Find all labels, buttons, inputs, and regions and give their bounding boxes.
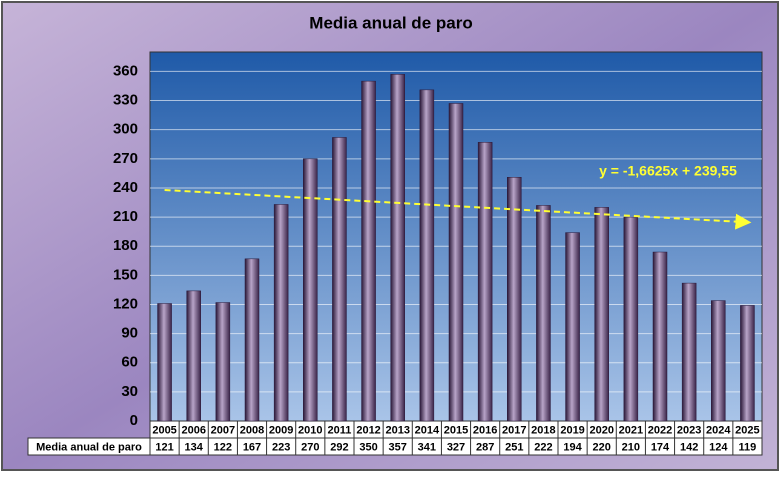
bar: [565, 232, 580, 422]
data-table-legend-cell: [27, 437, 151, 456]
x-tick-label: 2006: [181, 424, 205, 436]
x-tick-label: 2020: [589, 424, 613, 436]
x-tick-label: 2015: [444, 424, 468, 436]
y-tick-label: 270: [113, 150, 138, 167]
bar: [477, 142, 493, 422]
x-tick-label: 2018: [531, 424, 555, 436]
x-tick-label: 2009: [269, 424, 293, 436]
bar: [652, 251, 668, 422]
table-value: 292: [330, 441, 348, 453]
x-tick-label: 2017: [502, 424, 526, 436]
bar: [157, 303, 172, 422]
bar: [332, 137, 347, 422]
table-value: 174: [651, 441, 670, 453]
y-tick-label: 60: [121, 354, 138, 371]
bar: [273, 204, 289, 422]
table-value: 341: [418, 441, 436, 453]
table-value: 122: [214, 441, 232, 453]
legend-label: Media anual de paro: [36, 441, 142, 453]
x-tick-label: 2013: [385, 424, 409, 436]
x-tick-label: 2021: [619, 424, 643, 436]
table-value: 121: [155, 441, 173, 453]
table-value: 357: [389, 441, 407, 453]
trendline-label: y = -1,6625x + 239,55: [599, 163, 737, 179]
trendline: [164, 189, 752, 230]
bar: [536, 205, 551, 422]
x-tick-label: 2019: [560, 424, 584, 436]
table-value: 223: [272, 441, 290, 453]
bar: [215, 302, 231, 422]
y-tick-label: 210: [113, 208, 138, 225]
table-value: 124: [709, 441, 728, 453]
bar: [390, 74, 405, 422]
x-tick-label: 2010: [298, 424, 322, 436]
table-value: 327: [447, 441, 465, 453]
x-tick-label: 2011: [327, 424, 351, 436]
x-tick-label: 2024: [706, 424, 731, 436]
bar: [244, 258, 260, 422]
y-tick-label: 90: [121, 325, 138, 342]
y-tick-label: 0: [130, 412, 138, 429]
table-value: 270: [301, 441, 319, 453]
table-value: 220: [593, 441, 611, 453]
y-tick-label: 120: [113, 295, 138, 312]
y-tick-label: 330: [113, 92, 138, 109]
table-value: 287: [476, 441, 494, 453]
bar: [448, 103, 464, 422]
bar: [507, 177, 522, 422]
bar: [681, 282, 697, 422]
y-tick-label: 360: [113, 62, 138, 79]
x-tick-label: 2012: [356, 424, 380, 436]
table-value: 251: [505, 441, 523, 453]
table-value: 194: [563, 441, 582, 453]
bar: [711, 300, 726, 422]
y-tick-label: 150: [113, 266, 138, 283]
bar: [623, 216, 639, 422]
bar: [186, 290, 201, 422]
x-tick-label: 2023: [677, 424, 701, 436]
chart-title: Media anual de paro: [309, 13, 472, 32]
y-tick-label: 180: [113, 237, 138, 254]
y-tick-label: 300: [113, 121, 138, 138]
bar: [594, 207, 609, 422]
bar: [361, 80, 376, 422]
table-value: 134: [185, 441, 204, 453]
x-tick-label: 2022: [648, 424, 672, 436]
table-value: 350: [359, 441, 377, 453]
x-tick-label: 2016: [473, 424, 497, 436]
table-value: 222: [534, 441, 552, 453]
table-value: 119: [739, 441, 757, 453]
bar: [740, 305, 755, 422]
x-tick-label: 2014: [415, 424, 440, 436]
table-value: 142: [680, 441, 698, 453]
bar: [303, 158, 318, 422]
bar: [419, 89, 435, 422]
y-tick-label: 30: [121, 383, 138, 400]
x-tick-label: 2007: [211, 424, 235, 436]
table-value: 167: [243, 441, 261, 453]
table-value: 210: [622, 441, 640, 453]
x-tick-label: 2025: [735, 424, 759, 436]
y-tick-label: 240: [113, 179, 138, 196]
x-tick-label: 2008: [240, 424, 264, 436]
x-tick-label: 2005: [152, 424, 176, 436]
